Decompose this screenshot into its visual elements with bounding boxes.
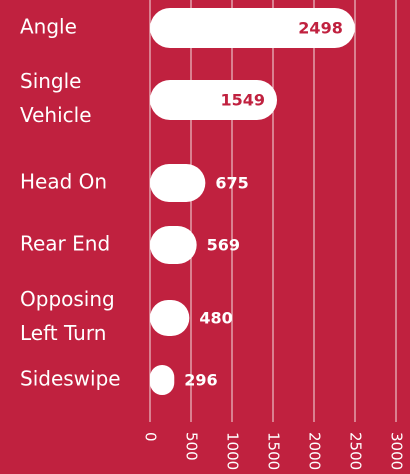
value-label: 296 [184, 371, 217, 390]
category-label: Sideswipe [20, 367, 121, 391]
bar [150, 365, 175, 395]
value-label: 675 [215, 174, 248, 193]
x-tick-label: 3000 [388, 432, 406, 470]
x-tick-label: 2500 [347, 432, 365, 470]
category-label: Angle [20, 15, 77, 39]
bar [150, 80, 278, 120]
x-tick-label: 2000 [306, 432, 324, 470]
category-label: Head On [20, 170, 107, 194]
category-label: Single Vehicle [20, 69, 92, 127]
x-tick-label: 1500 [265, 432, 283, 470]
bar [150, 164, 206, 202]
x-tick-label: 0 [142, 432, 160, 442]
category-label: Opposing Left Turn [20, 287, 115, 345]
value-label: 480 [199, 309, 232, 328]
category-label: Rear End [20, 232, 110, 256]
bar [150, 226, 197, 264]
x-tick-label: 500 [183, 432, 201, 461]
bar [150, 8, 355, 48]
value-label: 1549 [220, 91, 265, 110]
value-label: 569 [207, 236, 240, 255]
value-label: 2498 [298, 19, 343, 38]
x-tick-label: 1000 [224, 432, 242, 470]
bar [150, 300, 190, 336]
